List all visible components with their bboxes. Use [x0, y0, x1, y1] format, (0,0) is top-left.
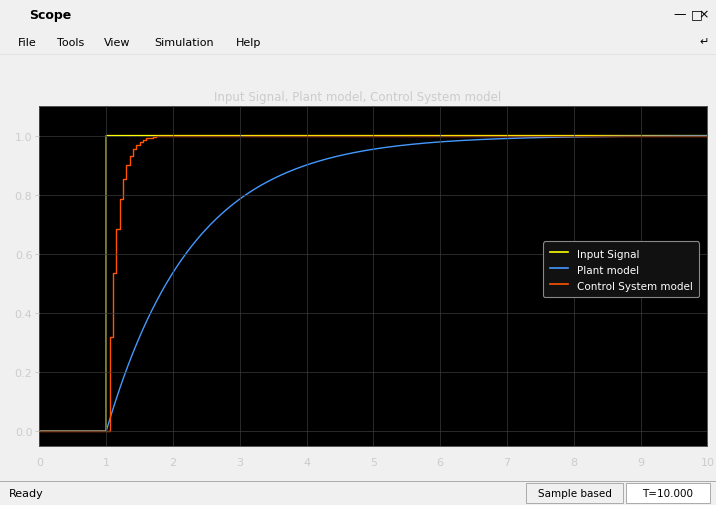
Control System model: [279, 133, 288, 139]
Plant model: [75, 428, 84, 434]
Plant model: [35, 428, 44, 434]
Line: Input Signal: Input Signal: [39, 136, 707, 431]
Input Signal: [166, 133, 175, 139]
Control System model: [39, 428, 47, 434]
Plant model: [38, 428, 47, 434]
Text: —: —: [673, 9, 685, 21]
Text: File: File: [18, 37, 37, 47]
Control System model: [95, 428, 104, 434]
Plant model: [63, 428, 72, 434]
Text: T=10.000: T=10.000: [642, 488, 694, 498]
Input Signal: [38, 428, 47, 434]
Text: 6: 6: [437, 457, 444, 467]
Text: 5: 5: [370, 457, 377, 467]
Text: 9: 9: [637, 457, 644, 467]
Text: 2: 2: [170, 457, 177, 467]
Line: Plant model: Plant model: [39, 136, 707, 431]
FancyBboxPatch shape: [626, 483, 710, 503]
Input Signal: [35, 428, 44, 434]
Text: Tools: Tools: [57, 37, 84, 47]
Input Signal: [668, 133, 677, 139]
Text: Scope: Scope: [29, 9, 71, 21]
Text: View: View: [104, 37, 130, 47]
Input Signal: [362, 133, 370, 139]
Legend: Input Signal, Plant model, Control System model: Input Signal, Plant model, Control Syste…: [543, 242, 699, 297]
Text: 3: 3: [236, 457, 243, 467]
Input Signal: [75, 428, 84, 434]
Text: Input Signal, Plant model, Control System model: Input Signal, Plant model, Control Syste…: [214, 90, 502, 104]
Input Signal: [63, 428, 72, 434]
Text: 1: 1: [102, 457, 110, 467]
Text: Sample based: Sample based: [538, 488, 612, 498]
Control System model: [396, 133, 405, 139]
Input Signal: [102, 133, 110, 139]
Text: Help: Help: [236, 37, 261, 47]
Text: ×: ×: [698, 9, 709, 21]
Control System model: [703, 133, 712, 139]
Control System model: [35, 428, 44, 434]
Control System model: [649, 133, 658, 139]
Text: □: □: [691, 9, 702, 21]
Text: ↵: ↵: [700, 37, 709, 47]
Line: Control System model: Control System model: [39, 136, 707, 431]
Plant model: [703, 133, 712, 139]
Text: 0: 0: [36, 457, 43, 467]
Text: 7: 7: [503, 457, 511, 467]
Control System model: [429, 133, 437, 139]
Plant model: [166, 274, 175, 280]
Plant model: [362, 148, 370, 154]
Text: 10: 10: [700, 457, 715, 467]
Text: Simulation: Simulation: [154, 37, 213, 47]
Text: 8: 8: [570, 457, 577, 467]
FancyBboxPatch shape: [526, 483, 623, 503]
Text: 4: 4: [303, 457, 310, 467]
Plant model: [668, 134, 677, 140]
Text: Ready: Ready: [9, 488, 44, 498]
Input Signal: [703, 133, 712, 139]
Control System model: [316, 133, 324, 139]
